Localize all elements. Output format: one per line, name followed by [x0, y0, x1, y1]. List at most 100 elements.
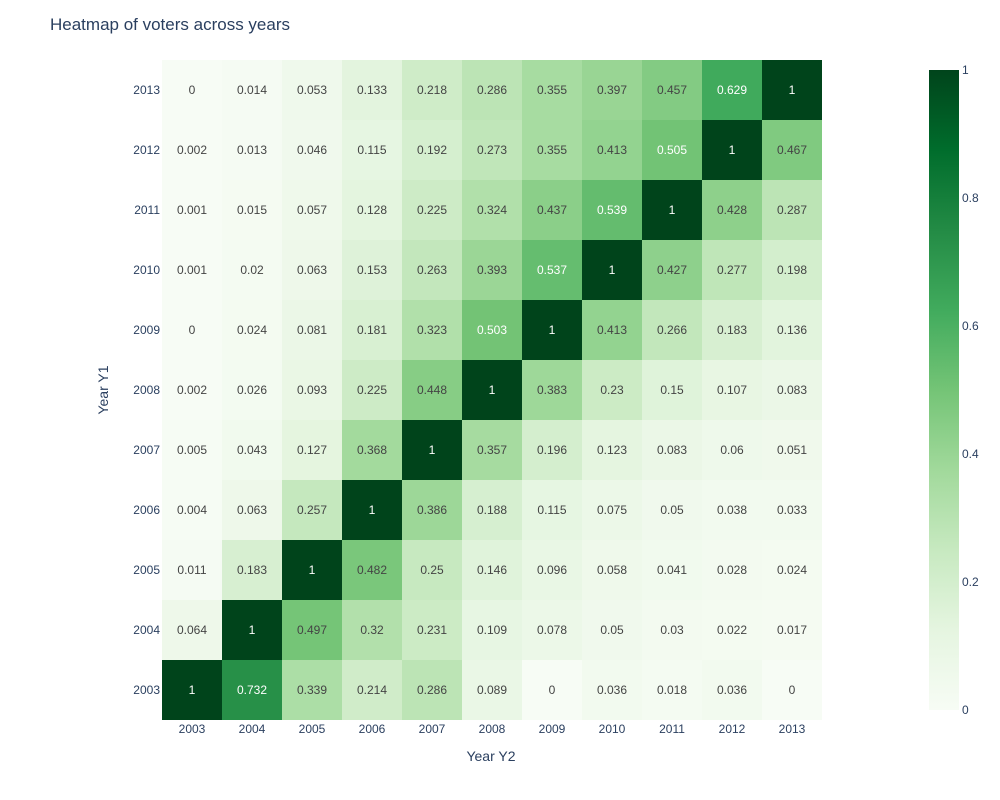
cell-value-label: 1 [249, 623, 256, 637]
y-tick-label: 2007 [133, 443, 160, 457]
cell-value-label: 0.188 [477, 503, 507, 517]
heatmap-cell [342, 60, 402, 120]
y-tick-label: 2010 [133, 263, 160, 277]
cell-value-label: 0.036 [597, 683, 627, 697]
y-tick-label: 2009 [133, 323, 160, 337]
heatmap-cell [522, 240, 582, 300]
heatmap-cell [402, 60, 462, 120]
cell-value-label: 0.018 [657, 683, 687, 697]
cell-value-label: 0.457 [657, 83, 687, 97]
cell-value-label: 0.081 [297, 323, 327, 337]
cell-value-label: 0.011 [177, 563, 206, 577]
heatmap-cell [342, 420, 402, 480]
cell-value-label: 0.036 [717, 683, 747, 697]
x-tick-label: 2010 [599, 722, 626, 736]
heatmap-cell [342, 300, 402, 360]
cell-value-label: 0.427 [657, 263, 687, 277]
colorbar [929, 70, 959, 710]
heatmap-cell [342, 240, 402, 300]
heatmap-cell [282, 240, 342, 300]
cell-value-label: 0.064 [177, 623, 207, 637]
cell-value-label: 1 [369, 503, 376, 517]
heatmap-cell [162, 180, 222, 240]
heatmap-cell [342, 360, 402, 420]
heatmap-cell [762, 120, 822, 180]
cell-value-label: 0.078 [537, 623, 567, 637]
heatmap-cell [222, 600, 282, 660]
cell-value-label: 0.467 [777, 143, 807, 157]
heatmap-cell [582, 60, 642, 120]
heatmap-cell [282, 420, 342, 480]
heatmap-cell [342, 480, 402, 540]
cell-value-label: 0.183 [237, 563, 267, 577]
heatmap-cell [762, 240, 822, 300]
heatmap-cell [762, 180, 822, 240]
cell-value-label: 0.503 [477, 323, 507, 337]
heatmap-cell [702, 60, 762, 120]
y-tick-label: 2005 [133, 563, 160, 577]
colorbar-ticks: 0 0.2 0.4 0.6 0.8 1 [962, 63, 979, 717]
cell-value-label: 0.383 [537, 383, 567, 397]
heatmap-cell [222, 120, 282, 180]
heatmap-cell [462, 240, 522, 300]
heatmap-cell [762, 300, 822, 360]
x-tick-label: 2005 [299, 722, 326, 736]
heatmap-cell [162, 240, 222, 300]
x-tick-label: 2011 [659, 722, 685, 736]
y-tick-label: 2011 [134, 203, 160, 217]
y-tick-label: 2004 [133, 623, 160, 637]
heatmap-cell [762, 60, 822, 120]
heatmap-cell [642, 540, 702, 600]
heatmap-cell [402, 120, 462, 180]
cell-value-label: 0.05 [600, 623, 624, 637]
cell-value-label: 0.001 [177, 263, 207, 277]
heatmap-cell [282, 120, 342, 180]
cell-value-label: 0.218 [417, 83, 447, 97]
cell-value-label: 0.357 [477, 443, 507, 457]
cell-value-label: 0.06 [720, 443, 744, 457]
cell-value-label: 0.286 [417, 683, 447, 697]
heatmap-cell [582, 480, 642, 540]
heatmap-cell [282, 540, 342, 600]
heatmap-cell [342, 600, 402, 660]
cell-value-label: 0.013 [237, 143, 267, 157]
heatmap-cell [462, 120, 522, 180]
cell-value-label: 1 [489, 383, 496, 397]
cell-value-label: 0.093 [297, 383, 327, 397]
cell-value-label: 0.038 [717, 503, 747, 517]
heatmap-cell [582, 360, 642, 420]
heatmap-cell [282, 180, 342, 240]
heatmap-cell [582, 420, 642, 480]
heatmap-cell [462, 600, 522, 660]
heatmap-cell [402, 360, 462, 420]
cell-value-label: 0.133 [357, 83, 387, 97]
heatmap-cell [522, 120, 582, 180]
cell-value-label: 0.368 [357, 443, 387, 457]
heatmap-cell [522, 180, 582, 240]
heatmap-cell [702, 660, 762, 720]
heatmap-cell [522, 660, 582, 720]
heatmap-cell [402, 240, 462, 300]
heatmap-cell [762, 360, 822, 420]
cell-value-label: 1 [189, 683, 196, 697]
heatmap-cell [702, 300, 762, 360]
heatmap-cell [282, 660, 342, 720]
cell-value-label: 0.231 [417, 623, 447, 637]
cell-value-label: 0.277 [717, 263, 747, 277]
heatmap-cell [342, 540, 402, 600]
cell-value-label: 0.629 [717, 83, 747, 97]
heatmap-cell [582, 540, 642, 600]
y-tick-label: 2012 [133, 143, 160, 157]
cell-value-label: 1 [669, 203, 676, 217]
x-tick-label: 2007 [419, 722, 446, 736]
cell-value-label: 0.127 [297, 443, 327, 457]
cell-value-label: 0.115 [537, 503, 566, 517]
x-tick-label: 2013 [779, 722, 806, 736]
cell-value-label: 0.266 [657, 323, 687, 337]
cell-value-label: 0.022 [717, 623, 747, 637]
cell-value-label: 0.437 [537, 203, 567, 217]
heatmap-cell [342, 180, 402, 240]
cell-value-label: 0.181 [357, 323, 387, 337]
heatmap-cell [462, 660, 522, 720]
